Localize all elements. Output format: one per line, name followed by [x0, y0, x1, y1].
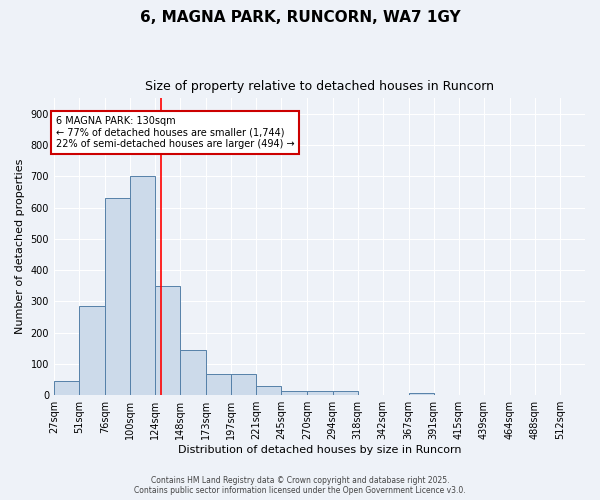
Text: 6, MAGNA PARK, RUNCORN, WA7 1GY: 6, MAGNA PARK, RUNCORN, WA7 1GY	[140, 10, 460, 25]
Bar	[307, 392, 332, 395]
Bar	[281, 390, 307, 395]
Bar	[180, 350, 206, 395]
Bar	[54, 381, 79, 395]
Bar	[105, 198, 130, 395]
Text: 6 MAGNA PARK: 130sqm
← 77% of detached houses are smaller (1,744)
22% of semi-de: 6 MAGNA PARK: 130sqm ← 77% of detached h…	[56, 116, 295, 148]
Y-axis label: Number of detached properties: Number of detached properties	[15, 159, 25, 334]
Text: Contains HM Land Registry data © Crown copyright and database right 2025.
Contai: Contains HM Land Registry data © Crown c…	[134, 476, 466, 495]
Title: Size of property relative to detached houses in Runcorn: Size of property relative to detached ho…	[145, 80, 494, 93]
Bar	[256, 386, 281, 395]
Bar	[206, 374, 231, 395]
Bar	[231, 374, 256, 395]
Bar	[155, 286, 180, 395]
Bar	[332, 392, 358, 395]
Bar	[130, 176, 155, 395]
X-axis label: Distribution of detached houses by size in Runcorn: Distribution of detached houses by size …	[178, 445, 461, 455]
Bar	[409, 392, 434, 395]
Bar	[79, 306, 105, 395]
